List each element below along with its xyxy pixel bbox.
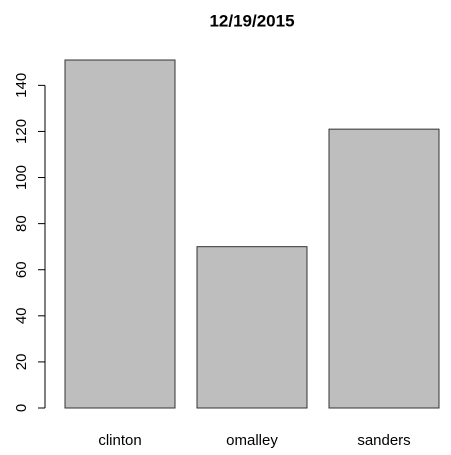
x-tick-label: sanders [357,432,410,449]
y-tick-label: 120 [13,119,30,144]
y-tick-label: 140 [13,73,30,98]
y-tick-label: 40 [13,307,30,324]
y-tick-label: 60 [13,261,30,278]
x-tick-label: clinton [98,432,141,449]
y-tick-label: 0 [13,404,30,412]
x-tick-label: omalley [226,432,278,449]
bar [328,128,440,409]
y-tick-label: 100 [13,165,30,190]
y-tick-label: 20 [13,354,30,371]
bar [196,246,308,409]
chart-title: 12/19/2015 [209,11,294,30]
bar [64,59,176,409]
y-tick-label: 80 [13,215,30,232]
